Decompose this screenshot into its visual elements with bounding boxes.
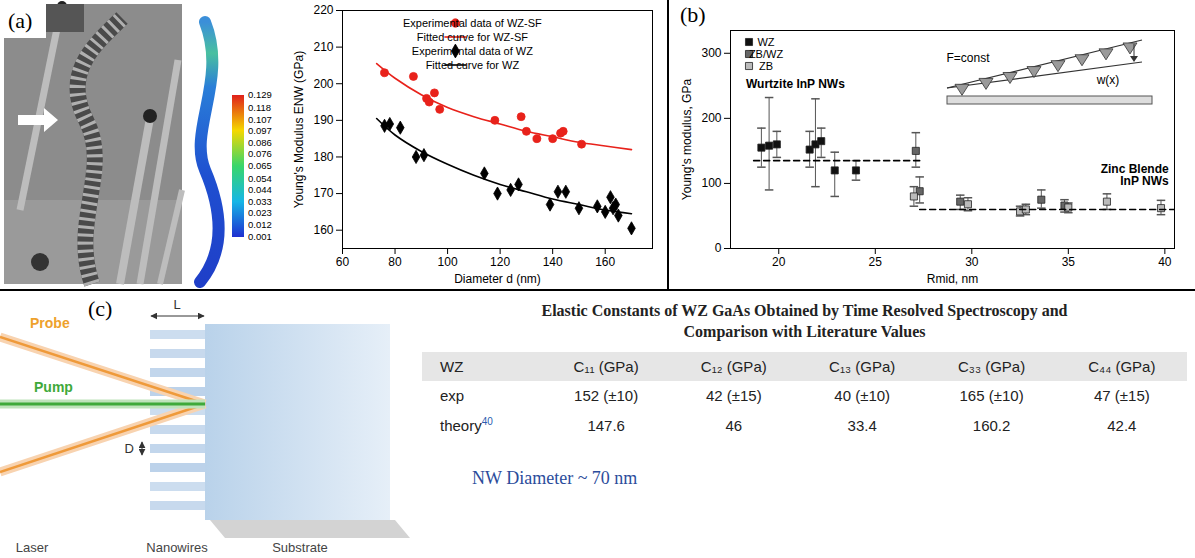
svg-text:0.107: 0.107 (248, 114, 272, 125)
svg-text:Fitted curve for WZ: Fitted curve for WZ (426, 59, 520, 71)
html-text:160.2: 160.2 (972, 416, 1011, 434)
svg-text:Substrate: Substrate (272, 540, 328, 555)
svg-text:Young's modulus, GPa: Young's modulus, GPa (680, 79, 694, 201)
svg-text:60: 60 (336, 255, 350, 269)
svg-text:Experimental data of WZ-SF: Experimental data of WZ-SF (403, 17, 542, 29)
html-text:C₃₃ (GPa): C₃₃ (GPa) (958, 358, 1026, 375)
svg-text:Experimental data of WZ: Experimental data of WZ (412, 45, 533, 57)
svg-text:200: 200 (701, 111, 721, 125)
svg-text:30: 30 (965, 255, 979, 269)
svg-text:w(x): w(x) (1096, 73, 1120, 87)
svg-text:Pump: Pump (34, 379, 73, 395)
html-text:46: 46 (725, 416, 743, 434)
svg-text:0.044: 0.044 (248, 184, 272, 195)
html-text:NW Diameter ~ 70 nm: NW Diameter ~ 70 nm (472, 468, 638, 488)
html-text:33.4: 33.4 (847, 416, 877, 434)
svg-text:170: 170 (313, 186, 333, 200)
svg-text:Zinc BlendeInP NWs: Zinc BlendeInP NWs (1101, 162, 1169, 188)
svg-text:0.065: 0.065 (248, 160, 272, 171)
html-text:42.4: 42.4 (1107, 416, 1137, 434)
html-text:C₄₄ (GPa): C₄₄ (GPa) (1088, 358, 1156, 375)
html-text:C₁₂ (GPa): C₁₂ (GPa) (700, 358, 767, 375)
svg-text:0.054: 0.054 (248, 173, 272, 184)
svg-text:20: 20 (772, 255, 786, 269)
svg-text:Young's Modulus ENW (GPa): Young's Modulus ENW (GPa) (292, 51, 306, 208)
svg-text:220: 220 (313, 3, 333, 17)
svg-text:Probe: Probe (30, 315, 70, 331)
svg-text:300: 300 (701, 46, 721, 60)
svg-text:Wurtzite InP NWs: Wurtzite InP NWs (746, 77, 845, 91)
html-text:(b): (b) (680, 2, 706, 27)
svg-text:0.012: 0.012 (248, 219, 272, 230)
svg-text:(a): (a) (8, 8, 32, 33)
svg-text:80: 80 (388, 255, 402, 269)
svg-text:40: 40 (1158, 255, 1172, 269)
svg-text:100: 100 (438, 255, 458, 269)
svg-text:ZB: ZB (759, 60, 773, 72)
svg-text:L: L (173, 297, 180, 312)
svg-text:35: 35 (1062, 255, 1076, 269)
svg-text:0.129: 0.129 (248, 89, 272, 100)
svg-text:190: 190 (313, 113, 333, 127)
svg-text:Rmid, nm: Rmid, nm (927, 272, 978, 286)
svg-text:0.001: 0.001 (248, 231, 272, 242)
svg-text:0.033: 0.033 (248, 196, 272, 207)
html-text:theory40: theory40 (440, 416, 493, 434)
svg-text:(c): (c) (88, 296, 112, 321)
svg-text:100: 100 (701, 176, 721, 190)
html-text:165 (±10): 165 (±10) (959, 387, 1024, 404)
svg-text:140: 140 (543, 255, 563, 269)
html-text:Elastic Constants of WZ GaAs O: Elastic Constants of WZ GaAs Obtained by… (541, 302, 1068, 340)
svg-text:210: 210 (313, 40, 333, 54)
svg-text:200: 200 (313, 77, 333, 91)
svg-text:Fitted curve for WZ-SF: Fitted curve for WZ-SF (417, 31, 529, 43)
svg-text:0.076: 0.076 (248, 148, 272, 159)
svg-text:Nanowires: Nanowires (146, 540, 208, 555)
svg-text:160: 160 (313, 223, 333, 237)
html-text:C₁₁ (GPa): C₁₁ (GPa) (573, 358, 639, 375)
svg-text:0: 0 (715, 241, 722, 255)
svg-text:0.023: 0.023 (248, 207, 272, 218)
svg-text:0.097: 0.097 (248, 125, 272, 136)
html-text:40 (±10): 40 (±10) (834, 387, 891, 404)
html-text:47 (±15): 47 (±15) (1094, 387, 1150, 404)
svg-text:0.118: 0.118 (248, 102, 271, 113)
html-text:C₁₃ (GPa): C₁₃ (GPa) (829, 358, 896, 375)
svg-text:F=const: F=const (946, 51, 990, 65)
svg-text:160: 160 (595, 255, 615, 269)
svg-text:ZB/WZ: ZB/WZ (749, 48, 783, 60)
svg-text:D: D (125, 441, 134, 456)
svg-text:0.086: 0.086 (248, 137, 272, 148)
svg-text:Diameter d (nm): Diameter d (nm) (454, 272, 541, 286)
html-text:WZ: WZ (440, 358, 464, 375)
svg-text:Laser: Laser (16, 540, 49, 555)
html-text:exp: exp (440, 387, 465, 404)
html-text:147.6: 147.6 (587, 416, 625, 434)
svg-text:120: 120 (490, 255, 510, 269)
html-text:42 (±15): 42 (±15) (705, 387, 762, 404)
html-text:152 (±10): 152 (±10) (574, 387, 639, 404)
svg-text:WZ: WZ (757, 36, 774, 48)
svg-text:180: 180 (313, 150, 333, 164)
svg-text:25: 25 (869, 255, 883, 269)
